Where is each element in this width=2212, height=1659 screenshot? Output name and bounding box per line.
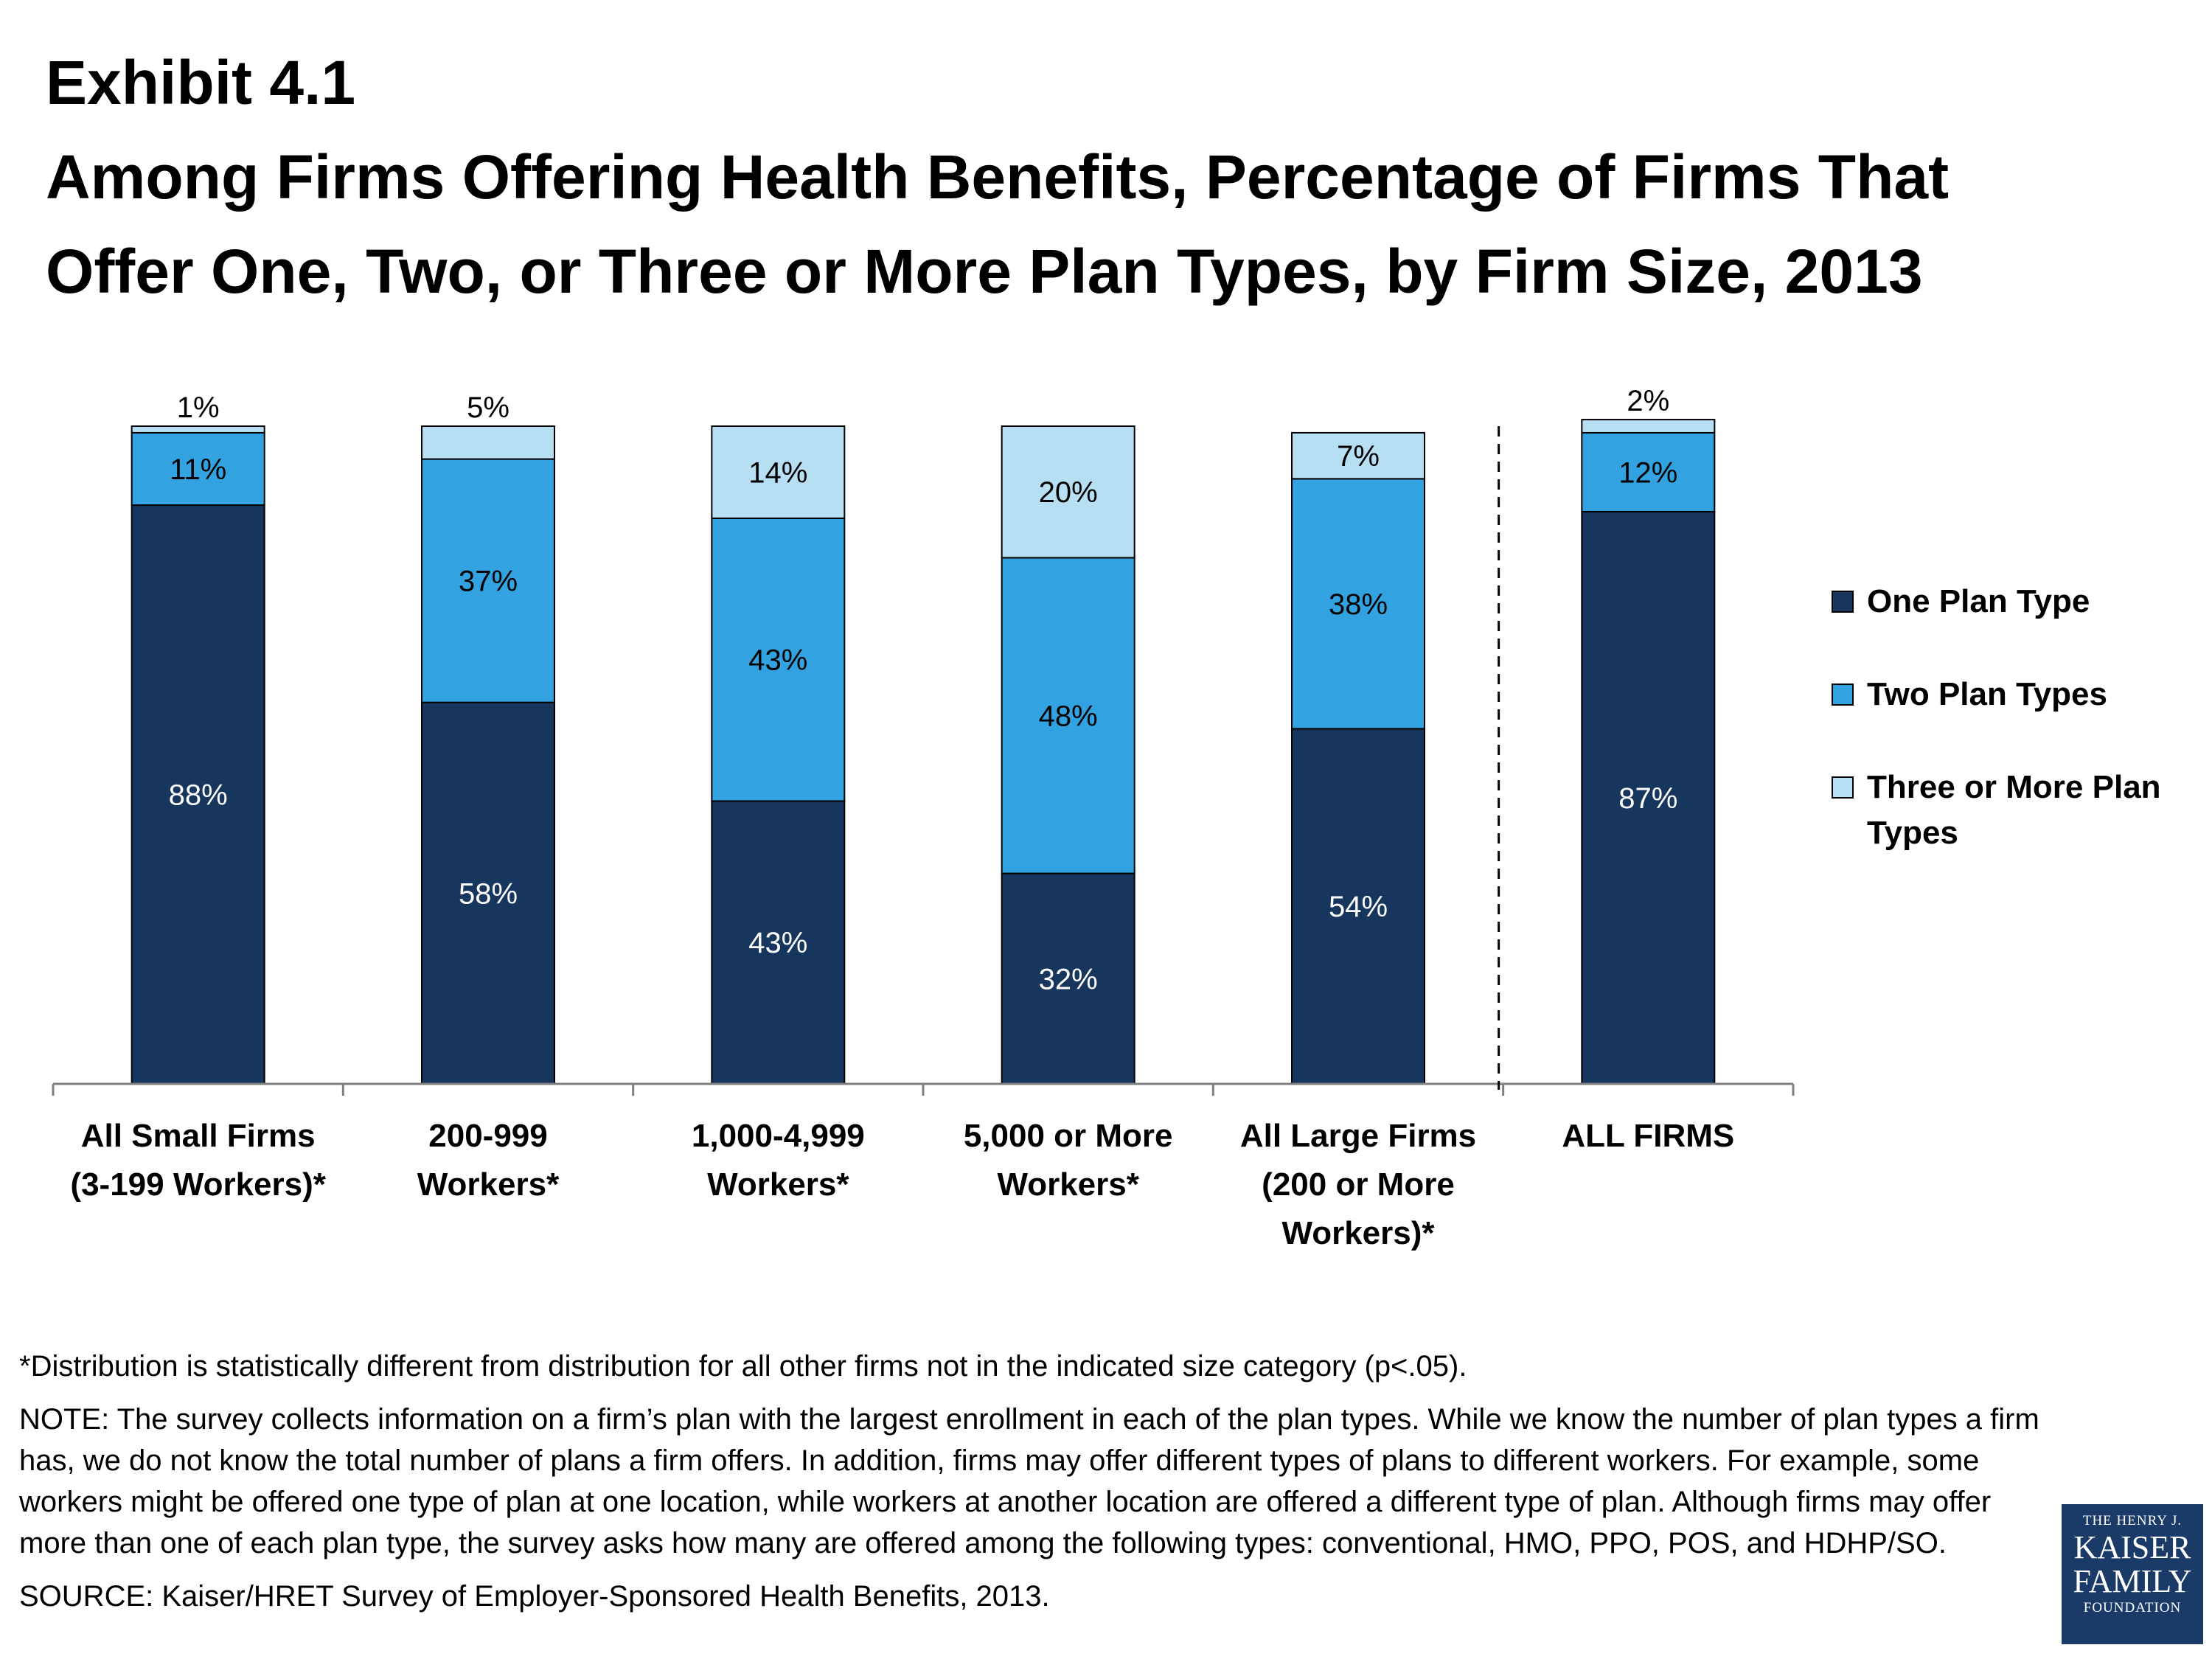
- bar-segment-three-or-more-plan-types: [131, 425, 265, 434]
- survey-note: NOTE: The survey collects information on…: [19, 1403, 2039, 1559]
- kaiser-family-foundation-logo: THE HENRY J. KAISER FAMILY FOUNDATION: [2062, 1504, 2203, 1644]
- chart-title: Among Firms Offering Health Benefits, Pe…: [46, 142, 1950, 306]
- legend-label-one-plan-type: One Plan Type: [1867, 583, 2090, 619]
- category-label-line: Workers)*: [1281, 1215, 1435, 1251]
- category-label-line: (3-199 Workers)*: [70, 1166, 326, 1203]
- category-label-line: 200-999: [428, 1118, 547, 1154]
- bar-segment-two-plan-types: [421, 458, 555, 703]
- data-label-three-or-more-plan-types: 7%: [1337, 440, 1380, 473]
- bar-segment-three-or-more-plan-types: [711, 425, 846, 519]
- bar-segment-two-plan-types: [1581, 431, 1716, 512]
- category-label-line: All Small Firms: [81, 1118, 316, 1154]
- legend-swatch-two-plan-types: [1832, 684, 1854, 706]
- bar-segment-three-or-more-plan-types: [421, 425, 555, 460]
- data-label-three-or-more-plan-types: 2%: [1627, 385, 1669, 417]
- data-label-one-plan-type: 87%: [1618, 782, 1677, 815]
- category-label-line: ALL FIRMS: [1562, 1118, 1734, 1154]
- category-label-line: Workers*: [417, 1166, 560, 1203]
- bar-segment-three-or-more-plan-types: [1291, 431, 1425, 480]
- category-label: All Small Firms (3-199 Workers)*: [70, 1118, 326, 1203]
- data-label-three-or-more-plan-types: 5%: [467, 392, 509, 424]
- bar-segment-one-plan-type: [131, 504, 265, 1085]
- logo-line-2: KAISER: [2073, 1529, 2191, 1565]
- stacked-bar-chart: 88% 11% 1% All Small Firms (3-199 Workers)* 5…: [52, 385, 1795, 1251]
- data-label-one-plan-type: 43%: [748, 927, 807, 959]
- data-label-two-plan-types: 38%: [1329, 588, 1388, 621]
- logo-line-3: FAMILY: [2073, 1563, 2192, 1599]
- legend-label-two-plan-types: Two Plan Types: [1867, 676, 2107, 712]
- data-label-one-plan-type: 58%: [459, 877, 518, 910]
- bar-segment-two-plan-types: [1291, 478, 1425, 730]
- logo-line-4: FOUNDATION: [2083, 1600, 2182, 1615]
- exhibit-number: Exhibit 4.1: [46, 48, 356, 117]
- category-label: ALL FIRMS: [1562, 1118, 1734, 1154]
- bar-segment-one-plan-type: [1581, 510, 1716, 1085]
- category-label-line: Workers*: [997, 1166, 1139, 1203]
- category-label: 1,000-4,999 Workers*: [692, 1118, 865, 1203]
- legend-item-two-plan-types: Two Plan Types: [1832, 672, 2200, 717]
- data-label-two-plan-types: 11%: [170, 453, 226, 486]
- data-label-three-or-more-plan-types: 20%: [1039, 476, 1098, 509]
- legend-label-three-or-more-plan-types: Three or More Plan Types: [1867, 769, 2161, 851]
- category-label-line: All Large Firms: [1240, 1118, 1476, 1154]
- legend-item-one-plan-type: One Plan Type: [1832, 579, 2200, 625]
- bar-segment-one-plan-type: [421, 701, 555, 1085]
- data-label-two-plan-types: 12%: [1618, 456, 1677, 489]
- data-label-two-plan-types: 37%: [459, 566, 518, 598]
- bar-segment-one-plan-type: [711, 800, 846, 1085]
- bar-segment-two-plan-types: [711, 517, 846, 802]
- bar-segment-one-plan-type: [1291, 728, 1425, 1085]
- category-label-line: 5,000 or More: [964, 1118, 1173, 1154]
- legend-swatch-one-plan-type: [1832, 591, 1854, 613]
- legend-swatch-three-or-more-plan-types: [1832, 776, 1854, 799]
- footnotes: *Distribution is statistically different…: [19, 1346, 2039, 1629]
- category-label-line: (200 or More: [1262, 1166, 1455, 1203]
- significance-footnote: *Distribution is statistically different…: [19, 1350, 1467, 1382]
- category-label: All Large Firms (200 or More Workers)*: [1240, 1118, 1476, 1251]
- category-label: 200-999 Workers*: [417, 1118, 560, 1203]
- source-note: SOURCE: Kaiser/HRET Survey of Employer-S…: [19, 1580, 1050, 1613]
- bar-segment-two-plan-types: [1001, 557, 1135, 874]
- legend-item-three-or-more-plan-types: Three or More Plan Types: [1832, 765, 2200, 856]
- category-label-line: Workers*: [707, 1166, 849, 1203]
- data-label-one-plan-type: 88%: [169, 779, 228, 812]
- bar-segment-one-plan-type: [1001, 872, 1135, 1085]
- data-label-three-or-more-plan-types: 14%: [748, 456, 807, 489]
- logo-line-1: THE HENRY J.: [2082, 1513, 2183, 1528]
- bar-segment-three-or-more-plan-types: [1001, 425, 1135, 559]
- chart-legend: One Plan Type Two Plan Types Three or Mo…: [1832, 579, 2200, 903]
- category-label-line: 1,000-4,999: [692, 1118, 865, 1154]
- data-label-three-or-more-plan-types: 1%: [177, 392, 220, 424]
- bar-segment-three-or-more-plan-types: [1581, 419, 1716, 434]
- category-label: 5,000 or More Workers*: [964, 1118, 1173, 1203]
- data-label-two-plan-types: 48%: [1039, 700, 1098, 732]
- data-label-one-plan-type: 32%: [1039, 963, 1098, 995]
- data-label-two-plan-types: 43%: [748, 644, 807, 677]
- data-label-one-plan-type: 54%: [1329, 891, 1388, 923]
